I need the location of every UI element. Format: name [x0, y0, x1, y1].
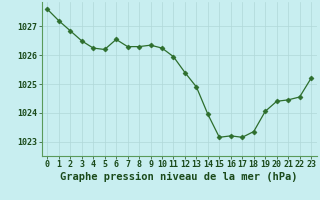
X-axis label: Graphe pression niveau de la mer (hPa): Graphe pression niveau de la mer (hPa)	[60, 172, 298, 182]
